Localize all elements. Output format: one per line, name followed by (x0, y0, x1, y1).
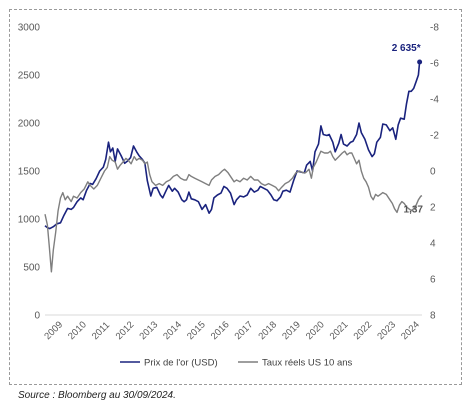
y-left-tick-label: 2500 (18, 71, 41, 82)
y-right-tick-label: -4 (430, 95, 439, 106)
x-tick-label: 2023 (375, 319, 398, 342)
annotation-gold-last-value: 2 635* (392, 43, 421, 54)
legend-label-real_rates: Taux réels US 10 ans (262, 358, 353, 369)
legend-label-gold: Prix de l'or (USD) (144, 358, 218, 369)
x-tick-label: 2016 (209, 319, 232, 342)
x-tick-label: 2009 (42, 319, 65, 342)
x-tick-label: 2021 (328, 319, 351, 342)
chart-svg: 0 500 1000 1500 2000 2500 3000 8 6 4 2 0 -2 -4 -6 -8 200… (18, 23, 440, 369)
source-note: Source : Bloomberg au 30/09/2024. (18, 390, 176, 401)
series-line-real_rates (44, 150, 423, 273)
y-left-tick-label: 0 (34, 311, 40, 322)
y-left-tick-label: 500 (23, 263, 40, 274)
y-left-tick-label: 3000 (18, 23, 41, 34)
x-tick-label: 2013 (137, 319, 160, 342)
x-tick-label: 2018 (256, 319, 279, 342)
x-tick-label: 2014 (161, 319, 184, 342)
y-right-tick-label: 2 (430, 203, 436, 214)
x-tick-label: 2022 (352, 319, 375, 342)
x-tick-label: 2010 (66, 319, 89, 342)
x-tick-label: 2011 (90, 320, 112, 342)
y-left-tick-label: 1000 (18, 215, 41, 226)
y-right-tick-label: -8 (430, 23, 439, 34)
x-tick-label: 2024 (399, 319, 422, 342)
x-tick-label: 2017 (233, 319, 256, 342)
x-tick-label: 2015 (185, 319, 208, 342)
y-left-tick-label: 1500 (18, 167, 41, 178)
annotation-real-rate-last-value: 1,37 (404, 205, 424, 216)
y-right-tick-label: 0 (430, 167, 436, 178)
x-tick-label: 2020 (304, 319, 327, 342)
y-right-tick-label: 8 (430, 311, 436, 322)
y-left-tick-label: 2000 (18, 119, 41, 130)
y-right-tick-label: 6 (430, 275, 436, 286)
x-tick-label: 2019 (280, 319, 303, 342)
x-tick-label: 2012 (114, 319, 137, 342)
y-right-tick-label: -2 (430, 131, 439, 142)
series-line-gold (44, 61, 421, 230)
end-marker-gold (417, 59, 423, 65)
chart-frame: 0 500 1000 1500 2000 2500 3000 8 6 4 2 0 -2 -4 -6 -8 200… (9, 9, 462, 385)
y-right-tick-label: 4 (430, 239, 436, 250)
y-right-tick-label: -6 (430, 59, 439, 70)
